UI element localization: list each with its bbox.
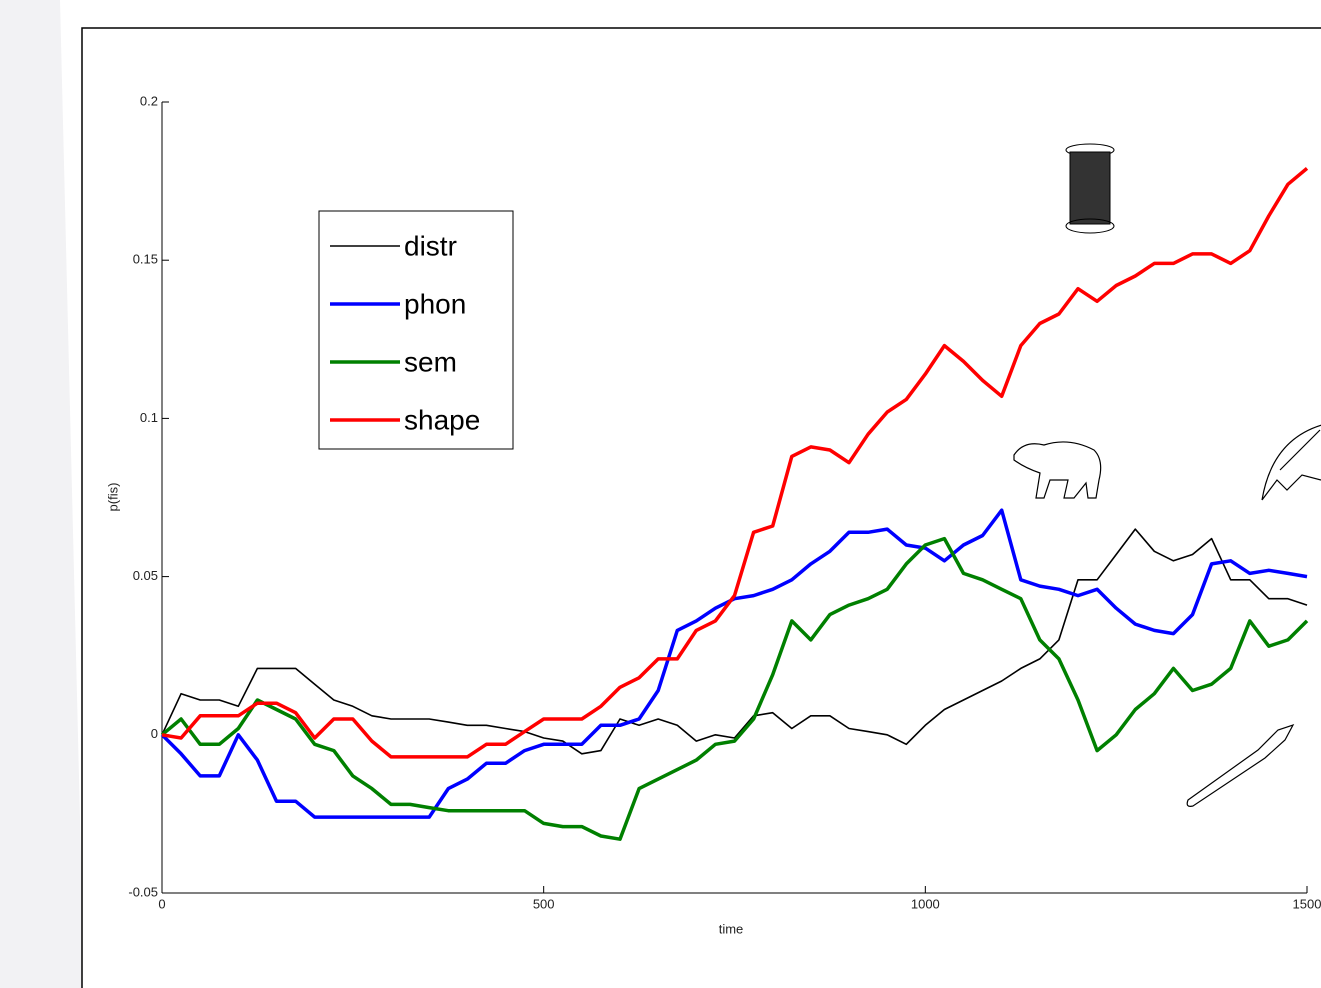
y-tick-label: 0 bbox=[151, 726, 158, 741]
y-tick-label: 0.15 bbox=[133, 252, 158, 267]
legend-label: phon bbox=[404, 288, 466, 319]
spool-icon bbox=[1066, 144, 1114, 233]
y-tick-label: 0.1 bbox=[140, 410, 158, 425]
legend-label: distr bbox=[404, 230, 457, 261]
x-tick-label: 0 bbox=[158, 896, 165, 911]
x-tick-label: 500 bbox=[533, 896, 555, 911]
legend-label: sem bbox=[404, 346, 457, 377]
background-shade bbox=[0, 0, 82, 988]
x-tick-label: 1000 bbox=[911, 896, 940, 911]
y-tick-label: 0.05 bbox=[133, 568, 158, 583]
chart: time p(fis) -0.0500.050.10.150.205001000… bbox=[0, 0, 1321, 988]
x-axis-label: time bbox=[719, 921, 744, 936]
y-tick-label: -0.05 bbox=[128, 884, 158, 899]
figure-frame bbox=[82, 28, 1321, 988]
legend-label: shape bbox=[404, 404, 480, 435]
x-tick-label: 1500 bbox=[1293, 896, 1321, 911]
y-tick-label: 0.2 bbox=[140, 93, 158, 108]
y-axis-label: p(fis) bbox=[105, 483, 120, 512]
